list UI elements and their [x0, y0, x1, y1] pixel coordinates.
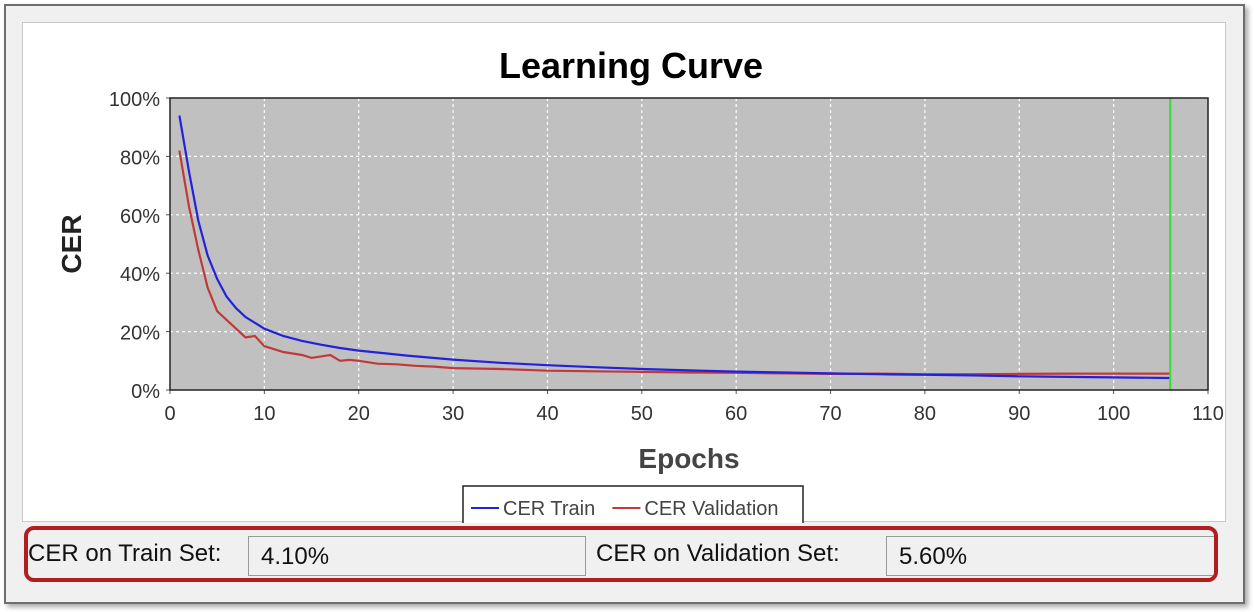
plot-area [170, 98, 1208, 390]
x-tick-label: 90 [1008, 403, 1030, 425]
y-tick-label: 60% [120, 206, 160, 228]
x-tick-label: 80 [914, 403, 936, 425]
status-bar: CER on Train Set: 4.10% CER on Validatio… [24, 526, 1218, 582]
chart-panel: Learning Curve 0% 20% 40% 60% 80% 100% 0 10 20 30 4… [22, 22, 1226, 523]
x-tick-label: 0 [164, 403, 175, 425]
validation-set-label: CER on Validation Set: [596, 540, 840, 567]
x-tick-label: 40 [536, 403, 558, 425]
legend-box [462, 485, 804, 523]
x-tick-label: 50 [631, 403, 653, 425]
chart-title: Learning Curve [499, 45, 763, 86]
learning-curve-chart: Learning Curve 0% 20% 40% 60% 80% 100% 0 10 20 30 4… [56, 45, 1224, 523]
plot-border [169, 97, 1209, 391]
y-tick-label: 0% [131, 381, 160, 403]
x-tick-label: 30 [442, 403, 464, 425]
x-tick-label: 60 [725, 403, 747, 425]
x-tick-label: 70 [819, 403, 841, 425]
validation-set-value-field: 5.60% [886, 536, 1214, 576]
x-tick-label: 110 [1192, 403, 1224, 425]
x-tick-label: 10 [253, 403, 275, 425]
train-set-value-field: 4.10% [248, 536, 586, 576]
y-tick-label: 40% [120, 264, 160, 286]
legend-label-cer-validation: CER Validation [644, 498, 778, 520]
y-tick-label: 100% [109, 89, 160, 111]
learning-curve-window: Learning Curve 0% 20% 40% 60% 80% 100% 0 10 20 30 4… [4, 4, 1245, 604]
x-axis-label: Epochs [638, 443, 739, 474]
series-line-cer-train [178, 115, 1171, 380]
y-axis-label: CER [56, 214, 87, 273]
x-tick-label: 100 [1097, 403, 1130, 425]
x-tick-label: 20 [348, 403, 370, 425]
y-tick-label: 20% [120, 323, 160, 345]
y-tick-label: 80% [120, 147, 160, 169]
legend-label-cer-train: CER Train [503, 498, 595, 520]
train-set-label: CER on Train Set: [28, 540, 222, 567]
